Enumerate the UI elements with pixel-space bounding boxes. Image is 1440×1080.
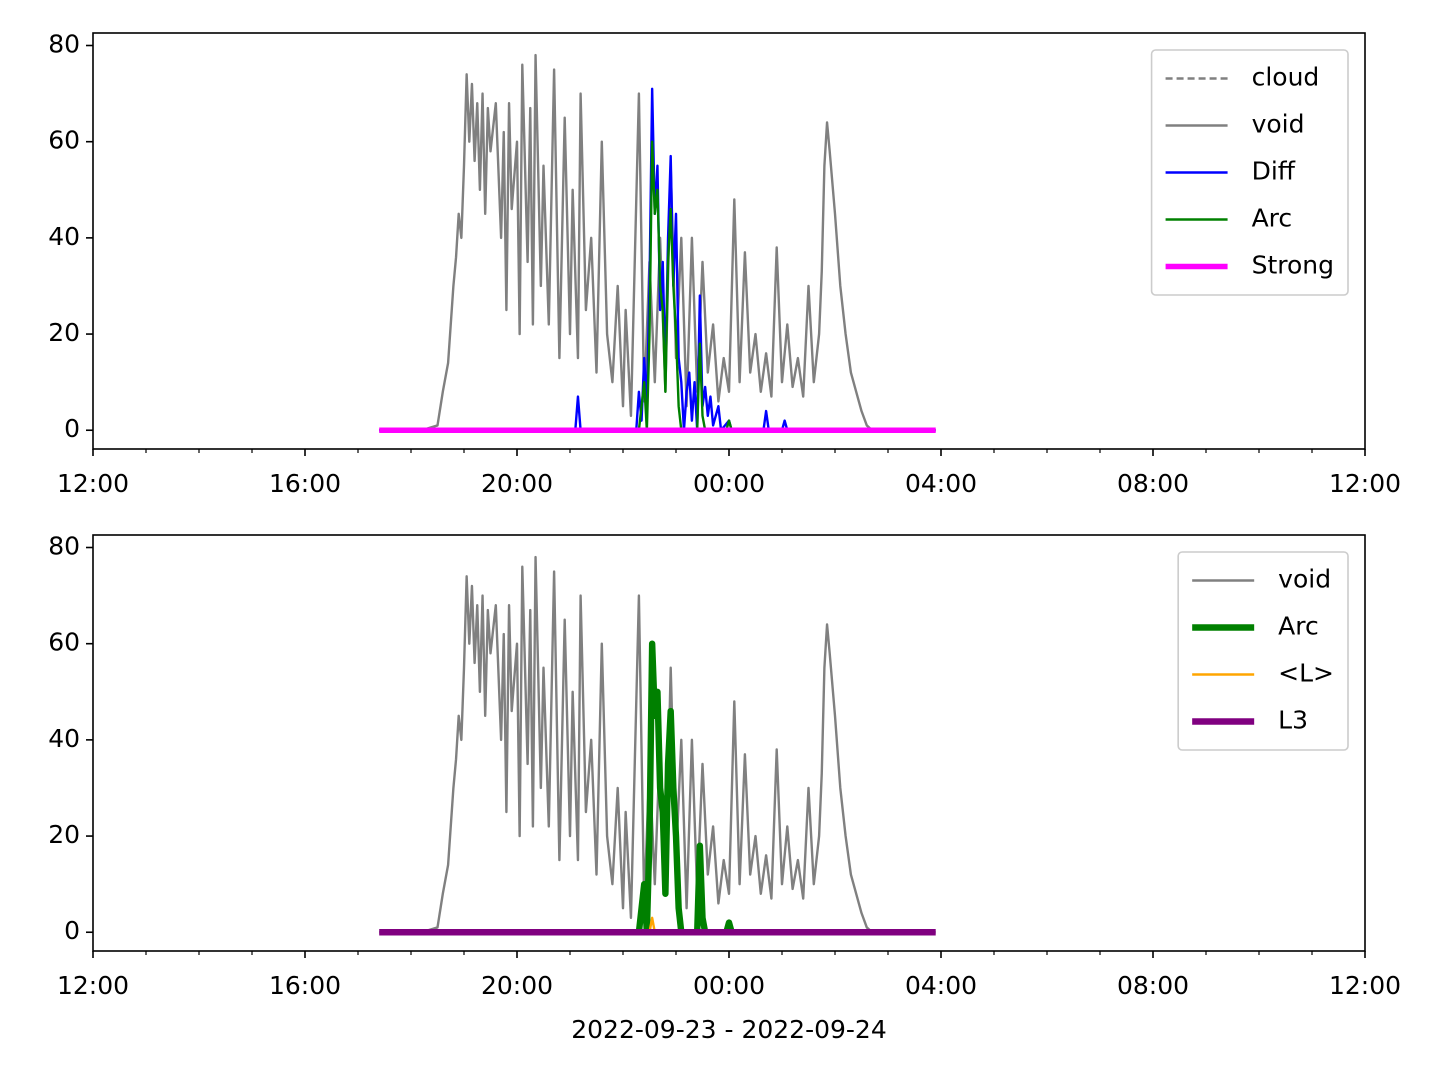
y-tick-label: 80 (48, 30, 80, 59)
y-tick-label: 60 (48, 126, 80, 155)
y-tick-label: 60 (48, 628, 80, 657)
legend-box (1177, 551, 1349, 751)
legend: void Arc <L> L3 (1177, 551, 1349, 751)
legend: cloud void Diff Arc Strong (1150, 49, 1349, 296)
y-tick-label: 40 (48, 724, 80, 753)
y-tick-label: 20 (48, 820, 80, 849)
legend-label: Strong (1252, 251, 1334, 280)
legend-label: Arc (1252, 204, 1293, 233)
x-tick-label: 20:00 (481, 469, 553, 498)
y-tick-label: 0 (64, 916, 80, 945)
legend-label: cloud (1252, 63, 1320, 92)
x-tick-label: 08:00 (1117, 971, 1189, 1000)
x-tick-label: 12:00 (1329, 469, 1401, 498)
x-tick-label: 16:00 (269, 469, 341, 498)
subplot: 0 20 40 60 80 12:00 16:00 20:00 00:00 04:00 08:00 1… (48, 532, 1401, 1044)
x-tick-label: 20:00 (481, 971, 553, 1000)
series-line (379, 555, 936, 934)
y-tick-label: 0 (64, 414, 80, 443)
series-line (635, 640, 735, 936)
x-tick-label: 16:00 (269, 971, 341, 1000)
series-line (637, 140, 733, 432)
x-tick-label: 00:00 (693, 469, 765, 498)
legend-label: void (1278, 565, 1331, 594)
legend-label: Arc (1278, 612, 1319, 641)
x-tick-label: 12:00 (1329, 971, 1401, 1000)
legend-label: L3 (1278, 706, 1308, 735)
series-line (648, 916, 656, 933)
x-tick-label: 12:00 (57, 971, 129, 1000)
legend-label: void (1252, 110, 1305, 139)
x-tick-label: 04:00 (905, 469, 977, 498)
x-tick-label: 04:00 (905, 971, 977, 1000)
legend-label: <L> (1278, 659, 1334, 688)
y-tick-label: 80 (48, 532, 80, 561)
x-tick-label: 08:00 (1117, 469, 1189, 498)
series-line (379, 53, 936, 432)
x-tick-label: 12:00 (57, 469, 129, 498)
legend-label: Diff (1252, 157, 1296, 186)
x-tick-label: 00:00 (693, 971, 765, 1000)
y-tick-label: 20 (48, 318, 80, 347)
subplot: 0 20 40 60 80 12:00 16:00 20:00 00:00 04:00 08:00 1… (48, 30, 1401, 498)
x-axis-label: 2022-09-23 - 2022-09-24 (571, 1015, 887, 1044)
y-tick-label: 40 (48, 222, 80, 251)
legend-box (1150, 49, 1349, 296)
